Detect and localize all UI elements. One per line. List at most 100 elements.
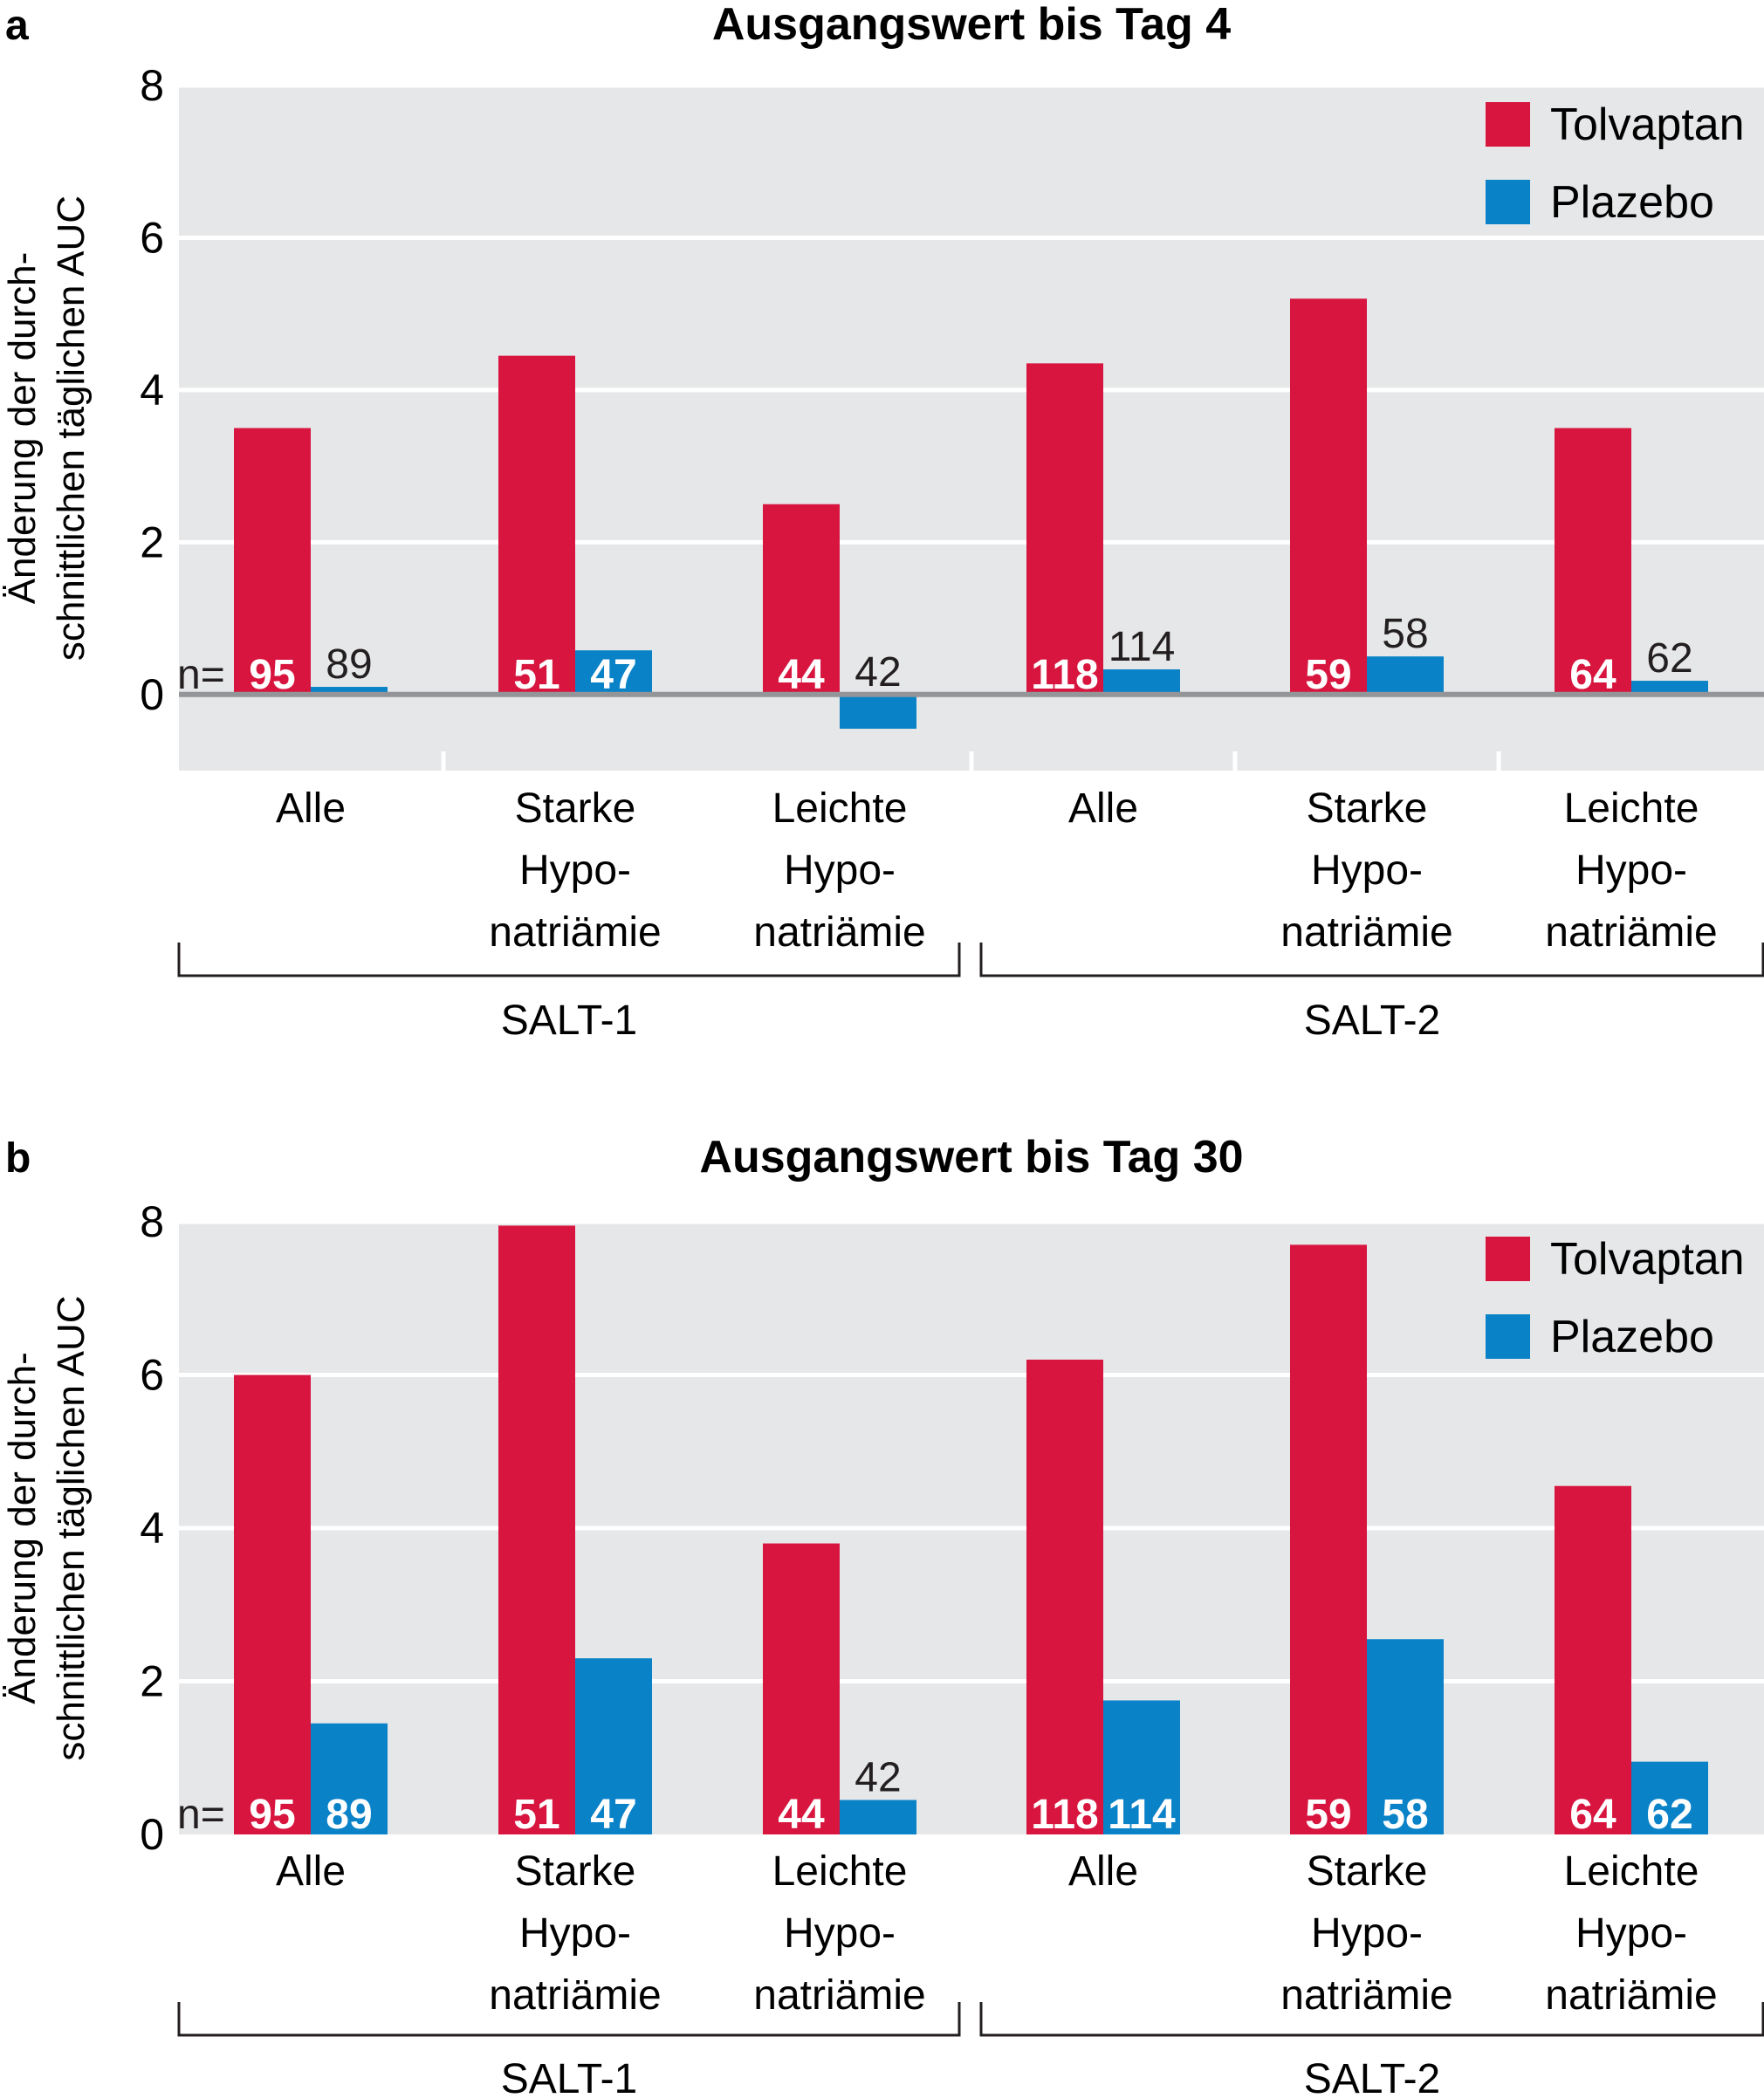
n-label: 95	[249, 1792, 295, 1838]
bar-plazebo	[311, 687, 388, 695]
legend-label: Tolvaptan	[1550, 1234, 1745, 1285]
n-prefix: n=	[177, 652, 225, 698]
n-label: 47	[590, 652, 636, 698]
category-label: Alle	[1068, 1848, 1138, 1895]
chart-title: Ausgangswert bis Tag 4	[712, 0, 1231, 50]
y-tick-label: 8	[140, 61, 164, 110]
n-label: 95	[249, 652, 295, 698]
n-label: 118	[1031, 1792, 1098, 1838]
category-label: Hypo-	[519, 1910, 631, 1957]
y-axis-label-line: schnittlichen täglichen AUC	[50, 195, 93, 661]
y-axis-label-line: Änderung der durch-	[1, 252, 44, 605]
category-label: natriämie	[489, 1972, 661, 2019]
bar-tolvaptan	[763, 1543, 840, 1834]
bar-tolvaptan	[1290, 1244, 1367, 1834]
chart-title: Ausgangswert bis Tag 30	[699, 1132, 1243, 1183]
y-axis-label-line: schnittlichen täglichen AUC	[50, 1295, 93, 1760]
bar-plazebo	[1103, 1700, 1180, 1834]
n-label: 59	[1305, 652, 1351, 698]
n-label: 114	[1108, 1792, 1176, 1838]
n-label: 118	[1031, 652, 1098, 698]
n-label: 59	[1305, 1792, 1351, 1838]
bar-tolvaptan	[1290, 298, 1367, 695]
bar-tolvaptan	[1555, 428, 1631, 695]
bar-tolvaptan	[498, 355, 575, 695]
category-label: natriämie	[753, 909, 925, 956]
category-label: Hypo-	[784, 1910, 896, 1957]
bar-plazebo	[1367, 656, 1444, 695]
n-label: 44	[778, 1792, 825, 1838]
category-label: Alle	[276, 1848, 346, 1895]
group-label: SALT-2	[1304, 2056, 1441, 2098]
bar-plazebo	[575, 1658, 652, 1834]
bar-plazebo	[1103, 668, 1180, 695]
legend-swatch-tolvaptan	[1486, 1237, 1530, 1281]
group-label: SALT-1	[501, 998, 638, 1044]
category-label: Alle	[1068, 785, 1138, 832]
bar-tolvaptan	[234, 1375, 311, 1834]
category-label: Hypo-	[1575, 847, 1687, 894]
n-label: 114	[1109, 624, 1176, 670]
y-tick-label: 6	[140, 213, 164, 262]
y-tick-label: 8	[140, 1197, 164, 1246]
group-bracket	[979, 2002, 1764, 2037]
legend-swatch-tolvaptan	[1486, 102, 1530, 147]
bar-tolvaptan	[763, 504, 840, 695]
category-label: natriämie	[1545, 909, 1717, 956]
panel-letter: a	[5, 3, 29, 49]
category-label: Starke	[1307, 785, 1428, 832]
bar-tolvaptan	[1026, 363, 1103, 695]
category-label: Hypo-	[1311, 847, 1423, 894]
bar-tolvaptan	[1026, 1359, 1103, 1834]
bar-plazebo	[840, 1800, 916, 1834]
y-tick-label: 4	[140, 1504, 164, 1553]
n-label: 51	[513, 1792, 559, 1838]
legend-label: Plazebo	[1550, 1312, 1714, 1362]
y-axis-label: Änderung der durch-schnittlichen täglich…	[1, 1295, 93, 1760]
bar-plazebo	[1367, 1639, 1444, 1834]
panel-letter: b	[5, 1135, 31, 1182]
n-label: 64	[1569, 1792, 1616, 1838]
n-label: 62	[1646, 635, 1692, 682]
group-label: SALT-1	[501, 2056, 638, 2098]
legend-swatch-plazebo	[1486, 1314, 1530, 1359]
n-label: 89	[326, 641, 372, 688]
bar-plazebo	[840, 694, 916, 730]
y-tick-label: 0	[140, 670, 164, 719]
n-prefix: n=	[177, 1792, 225, 1838]
n-label: 58	[1382, 611, 1428, 657]
y-tick-label: 6	[140, 1351, 164, 1400]
category-label: Starke	[515, 1848, 636, 1895]
category-label: Hypo-	[1311, 1910, 1423, 1957]
chart-panel-b: b Ausgangswert bis Tag 30 0 2 4 6 8 n= 95 51 44 118…	[1, 1132, 1764, 2098]
y-tick-label: 2	[140, 518, 164, 566]
y-axis-label-line: Änderung der durch-	[1, 1352, 44, 1704]
n-label: 51	[513, 652, 559, 698]
bar-plazebo	[311, 1723, 388, 1834]
category-label: Starke	[1307, 1848, 1428, 1895]
category-label: Leichte	[1564, 1848, 1699, 1895]
category-label: Leichte	[772, 785, 908, 832]
category-label: Alle	[276, 785, 346, 832]
category-label: natriämie	[1280, 909, 1452, 956]
legend: Tolvaptan Plazebo	[1486, 99, 1745, 228]
legend: Tolvaptan Plazebo	[1486, 1234, 1745, 1362]
category-label: Hypo-	[784, 847, 896, 894]
group-bracket	[177, 943, 961, 977]
y-axis-label: Änderung der durch-schnittlichen täglich…	[1, 195, 93, 661]
n-label: 42	[855, 649, 901, 696]
n-label: 42	[855, 1755, 901, 1801]
group-bracket	[177, 2002, 961, 2037]
bar-plazebo	[575, 650, 652, 695]
legend-swatch-plazebo	[1486, 180, 1530, 224]
bar-tolvaptan	[498, 1225, 575, 1834]
category-label: natriämie	[1545, 1972, 1717, 2019]
legend-label: Tolvaptan	[1550, 99, 1745, 150]
legend-label: Plazebo	[1550, 177, 1714, 228]
group-label: SALT-2	[1304, 998, 1441, 1044]
n-label: 62	[1646, 1792, 1692, 1838]
bar-tolvaptan	[234, 428, 311, 695]
n-label: 58	[1382, 1792, 1428, 1838]
category-label: Leichte	[1564, 785, 1699, 832]
